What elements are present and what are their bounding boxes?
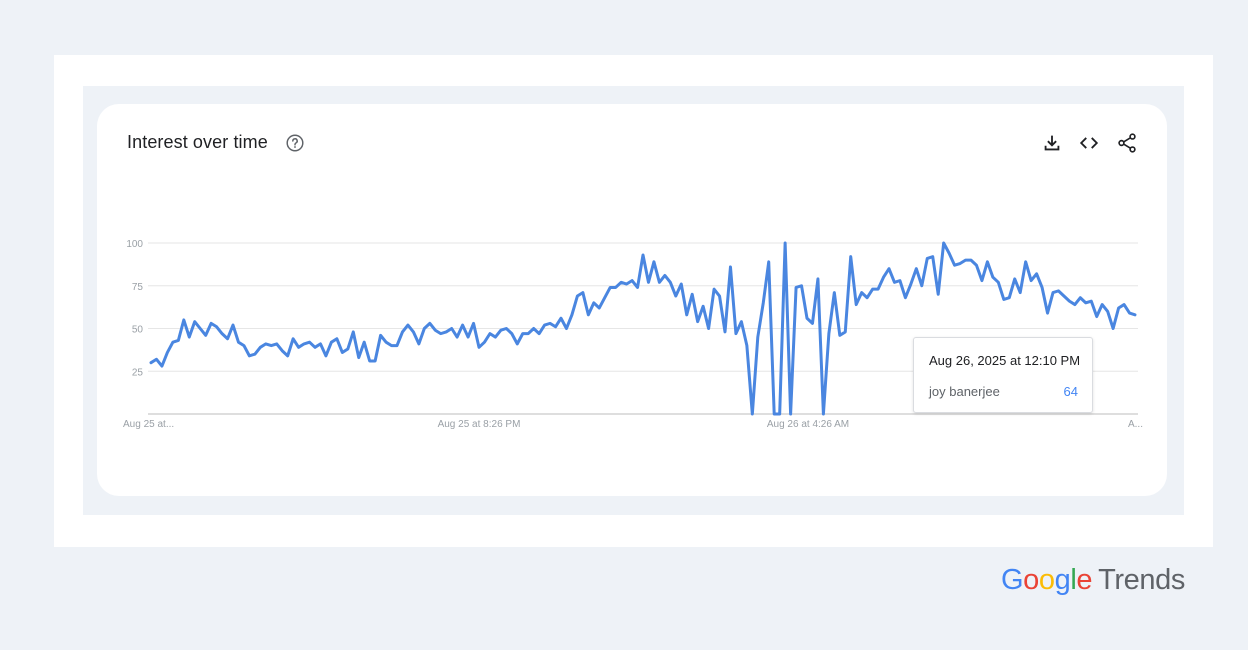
y-tick-label: 75 [132, 282, 144, 293]
google-trends-logo: Google Trends [1001, 564, 1185, 597]
x-tick-label: Aug 25 at 8:26 PM [438, 419, 521, 430]
code-icon[interactable] [1078, 132, 1100, 154]
interest-over-time-card [97, 104, 1167, 496]
x-tick-label: Aug 25 at... [123, 419, 174, 430]
x-tick-label: Aug 26 at 4:26 AM [767, 419, 849, 430]
card-title: Interest over time [127, 132, 268, 152]
download-icon[interactable] [1041, 132, 1063, 154]
google-letter: o [1038, 564, 1055, 596]
x-tick-label: A... [1128, 419, 1143, 430]
y-tick-label: 100 [126, 239, 143, 250]
tooltip-date: Aug 26, 2025 at 12:10 PM [929, 353, 1081, 368]
tooltip-value: 64 [1063, 384, 1078, 399]
google-letter: e [1076, 564, 1093, 596]
y-tick-label: 25 [132, 367, 144, 378]
google-letter: g [1054, 564, 1071, 596]
tooltip-series-name: joy banerjee [929, 384, 1000, 399]
series-line-joy-banerjee [149, 241, 1137, 416]
chart-tooltip: Aug 26, 2025 at 12:10 PM joy banerjee 64 [913, 337, 1093, 413]
google-letter: G [1001, 564, 1024, 596]
google-letter: o [1023, 564, 1039, 596]
google-wordmark: Google [1001, 564, 1093, 596]
y-tick-label: 50 [132, 325, 144, 336]
help-circle-icon[interactable] [284, 132, 306, 154]
trends-wordmark: Trends [1098, 564, 1185, 596]
share-icon[interactable] [1116, 132, 1138, 154]
google-letter: l [1070, 564, 1077, 596]
